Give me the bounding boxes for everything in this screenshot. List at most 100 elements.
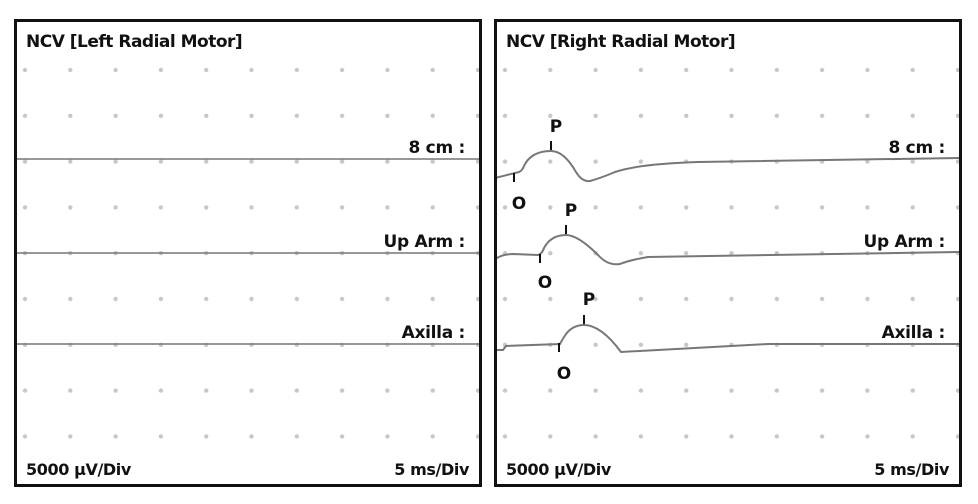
grid-dot	[865, 205, 870, 210]
grid-dot	[204, 67, 209, 73]
grid-dot	[339, 67, 345, 73]
peak-marker-label: P	[549, 117, 563, 137]
grid-dot	[339, 205, 345, 210]
waveform-trace	[497, 233, 959, 266]
trace-label-axilla: Axilla :	[401, 323, 466, 343]
grid-dot	[638, 159, 644, 164]
grid-dot	[385, 434, 390, 439]
grid-dot	[502, 67, 508, 73]
grid-dot	[113, 296, 118, 302]
onset-marker-label: O	[511, 194, 527, 214]
grid-dot	[249, 67, 254, 73]
grid-dot	[204, 205, 209, 210]
grid-dot	[430, 205, 435, 210]
grid-dot	[113, 67, 118, 73]
grid-dot	[385, 67, 390, 73]
grid-dot	[684, 388, 689, 393]
peak-marker-label: P	[582, 290, 596, 310]
grid-dot	[910, 388, 915, 393]
grid-dot	[22, 113, 28, 119]
trace-label-axilla: Axilla :	[881, 323, 946, 343]
grid-dot	[68, 67, 73, 73]
grid-dot	[204, 296, 209, 302]
grid-dot	[729, 296, 734, 302]
grid-dot	[339, 296, 345, 302]
grid-dot	[430, 113, 435, 119]
grid-dot	[385, 159, 390, 164]
grid-dot	[910, 205, 915, 210]
grid-dot	[729, 113, 734, 119]
grid-dot	[294, 388, 299, 393]
grid-dot	[339, 434, 345, 439]
grid-dot	[204, 434, 209, 439]
grid-dot	[113, 388, 118, 393]
grid-dot	[475, 205, 479, 210]
grid-dot	[910, 159, 915, 164]
grid-dot	[865, 434, 870, 439]
grid-dot	[548, 205, 553, 210]
grid-dot	[955, 434, 959, 439]
grid-dot	[729, 251, 734, 256]
panel-title: NCV [Left Radial Motor]	[26, 32, 243, 52]
grid-dot	[955, 67, 959, 73]
grid-dot	[638, 113, 644, 119]
grid-dot	[502, 434, 508, 439]
grid-dot	[502, 388, 508, 393]
grid-dot	[865, 113, 870, 119]
grid-dot	[158, 434, 164, 439]
grid-dot	[638, 251, 644, 256]
grid-dot	[910, 113, 915, 119]
grid-dot	[819, 388, 825, 393]
grid-dot	[638, 388, 644, 393]
grid-dot	[684, 342, 689, 347]
grid-dot	[955, 388, 959, 393]
right-waveform-area	[497, 67, 959, 439]
grid-dot	[955, 113, 959, 118]
waveform-trace	[497, 323, 959, 354]
grid-dot	[204, 159, 209, 164]
grid-dot	[684, 205, 689, 210]
grid-dot	[684, 113, 689, 119]
grid-dot	[774, 434, 779, 439]
grid-dot	[339, 159, 345, 164]
grid-dot	[385, 113, 390, 119]
left-waveform-area	[17, 67, 479, 439]
grid-dot	[910, 434, 915, 439]
grid-dot	[502, 205, 508, 210]
grid-dot	[22, 159, 28, 164]
onset-marker-label: O	[556, 364, 572, 384]
grid-dot	[475, 434, 479, 439]
grid-dot	[593, 342, 598, 347]
grid-dot	[158, 67, 164, 73]
grid-dot	[774, 205, 779, 210]
grid-dot	[502, 113, 508, 119]
grid-dot	[729, 388, 734, 393]
grid-dot	[22, 67, 28, 73]
grid-dot	[430, 434, 435, 439]
trace-label-8cm: 8 cm :	[408, 138, 466, 158]
trace-label-up-arm: Up Arm :	[383, 232, 466, 252]
grid-dot	[593, 434, 598, 439]
grid-dot	[729, 434, 734, 439]
grid-dot	[955, 159, 959, 164]
grid-dot	[593, 205, 598, 210]
grid-dot	[593, 67, 598, 73]
grid-dot	[22, 434, 28, 439]
grid-dot	[22, 296, 28, 302]
grid-dot	[385, 205, 390, 210]
grid-dot	[68, 434, 73, 439]
grid-dot	[910, 296, 915, 302]
grid-dot	[865, 296, 870, 302]
grid-dot	[113, 205, 118, 210]
grid-dot	[910, 67, 915, 73]
onset-marker-label: O	[537, 273, 553, 293]
grid-dot	[158, 296, 164, 302]
grid-dot	[158, 159, 164, 164]
grid-dot	[774, 113, 779, 119]
grid-dot	[593, 388, 598, 393]
sweep-label: 5 ms/Div	[394, 460, 469, 479]
grid-dot	[339, 388, 345, 393]
grid-dot	[475, 388, 479, 393]
grid-dot	[774, 388, 779, 393]
grid-dot	[475, 67, 479, 73]
